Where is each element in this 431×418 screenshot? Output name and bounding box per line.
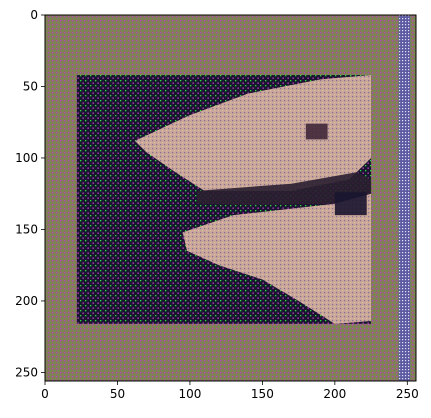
shape-dark-patch-upper [305, 123, 328, 140]
shape-bridge-dark [197, 172, 372, 206]
y-tick-label: 250 [15, 365, 38, 379]
x-tick-label: 0 [41, 387, 49, 401]
y-tick-label: 200 [15, 294, 38, 308]
shape-lower-pink-band [182, 193, 372, 324]
region-right-edge-band [398, 15, 411, 381]
y-tick-label: 0 [30, 8, 38, 22]
y-tick-label: 150 [15, 222, 38, 236]
x-tick-label: 100 [178, 387, 201, 401]
x-tick-label: 150 [251, 387, 274, 401]
y-tick-label: 100 [15, 151, 38, 165]
x-tick-label: 250 [396, 387, 419, 401]
x-axis: 0 50 100 150 200 250 [41, 381, 419, 401]
x-tick-label: 200 [323, 387, 346, 401]
axes-frame [44, 14, 417, 382]
plot-area [45, 15, 416, 381]
y-axis: 0 50 100 150 200 250 [15, 8, 45, 379]
shape-dark-blob-lower [334, 192, 367, 216]
shape-upper-pink-band [134, 75, 372, 191]
x-tick-label: 50 [110, 387, 125, 401]
y-tick-label: 50 [23, 79, 38, 93]
